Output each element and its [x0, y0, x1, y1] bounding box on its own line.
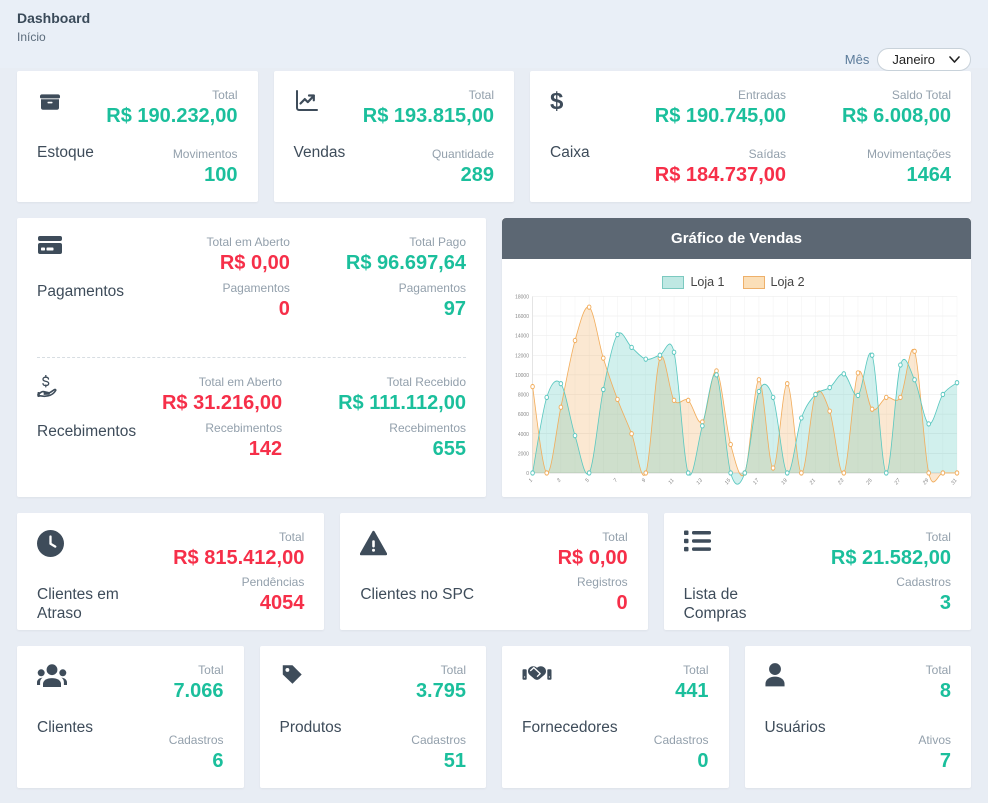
- svg-text:1: 1: [528, 477, 534, 484]
- svg-text:19: 19: [781, 477, 789, 486]
- svg-text:9: 9: [641, 477, 647, 484]
- svg-text:4000: 4000: [518, 432, 529, 438]
- svg-text:16000: 16000: [515, 314, 529, 320]
- svg-text:29: 29: [922, 477, 930, 486]
- svg-text:21: 21: [809, 477, 817, 486]
- svg-text:2000: 2000: [518, 451, 529, 457]
- svg-text:18000: 18000: [515, 294, 529, 300]
- svg-text:10000: 10000: [515, 373, 529, 379]
- svg-text:13: 13: [696, 477, 704, 486]
- svg-text:12000: 12000: [515, 353, 529, 359]
- svg-text:5: 5: [585, 477, 591, 484]
- svg-text:6000: 6000: [518, 412, 529, 418]
- svg-text:11: 11: [668, 477, 676, 486]
- svg-text:23: 23: [837, 477, 845, 486]
- svg-text:31: 31: [951, 477, 959, 486]
- svg-text:14000: 14000: [515, 333, 529, 339]
- svg-text:27: 27: [894, 477, 902, 486]
- svg-text:0: 0: [526, 471, 529, 477]
- svg-text:8000: 8000: [518, 392, 529, 398]
- svg-text:3: 3: [556, 477, 562, 484]
- svg-text:7: 7: [613, 477, 619, 484]
- svg-text:15: 15: [724, 477, 732, 486]
- svg-text:17: 17: [752, 477, 760, 486]
- svg-text:25: 25: [866, 477, 874, 486]
